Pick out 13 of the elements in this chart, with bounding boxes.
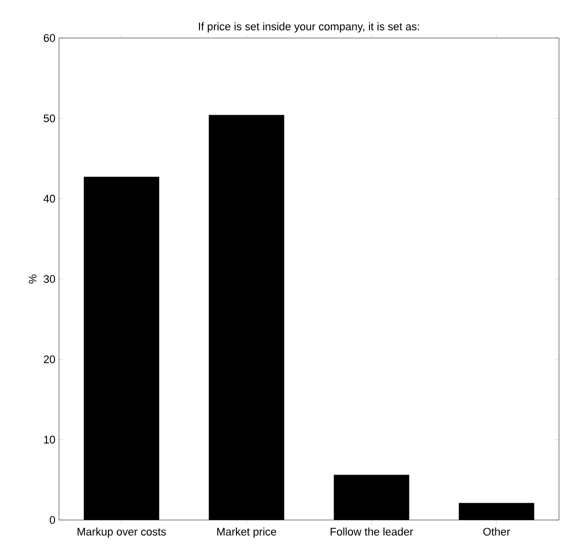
chart-title: If price is set inside your company, it is set as: xyxy=(198,22,420,32)
y-tick-label: 20 xyxy=(44,355,56,364)
y-tick-label: 10 xyxy=(44,436,56,444)
y-tick-label: 50 xyxy=(44,114,56,122)
y-tick-label: 0 xyxy=(50,516,56,524)
x-tick-label: Other xyxy=(483,528,510,536)
x-tick-label: Follow the leader xyxy=(330,528,414,536)
y-axis-title: % xyxy=(28,274,36,284)
x-tick-label: Market price xyxy=(217,528,276,538)
x-tick-label: Markup over costs xyxy=(78,528,166,538)
y-tick-label: 60 xyxy=(44,34,56,42)
y-tick-label: 30 xyxy=(44,275,56,283)
y-tick-label: 40 xyxy=(44,194,56,203)
